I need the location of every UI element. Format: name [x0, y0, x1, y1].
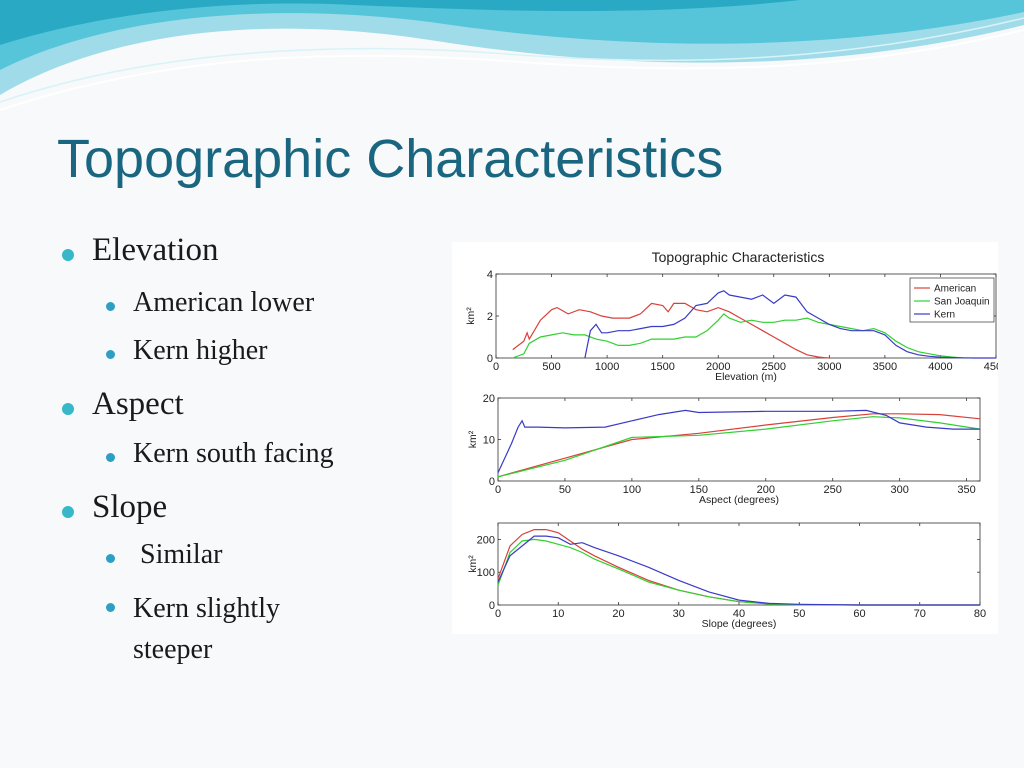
x-tick-label: 10 — [552, 608, 564, 620]
y-tick-label: 4 — [487, 269, 493, 281]
x-tick-label: 0 — [493, 361, 499, 373]
x-tick-label: 30 — [673, 608, 685, 620]
x-tick-label: 20 — [612, 608, 624, 620]
y-axis-label: km² — [465, 307, 477, 325]
series-line-kern — [584, 290, 996, 359]
x-tick-label: 4000 — [928, 361, 952, 373]
y-tick-label: 20 — [483, 393, 495, 405]
series-line-american — [512, 302, 830, 359]
x-tick-label: 200 — [757, 484, 775, 496]
topographic-figure: 050010001500200025003000350040004500024E… — [452, 242, 998, 634]
y-tick-label: 200 — [477, 534, 495, 546]
y-tick-label: 0 — [489, 476, 495, 488]
x-tick-label: 350 — [957, 484, 975, 496]
y-tick-label: 10 — [483, 435, 495, 447]
x-tick-label: 100 — [623, 484, 641, 496]
plot-area-2 — [497, 397, 981, 482]
x-tick-label: 150 — [690, 484, 708, 496]
bullet-dot-icon — [62, 506, 74, 518]
series-line-kern — [497, 535, 980, 606]
y-tick-label: 100 — [477, 567, 495, 579]
x-tick-label: 4500 — [984, 361, 998, 373]
series-line-san-joaquin — [497, 416, 981, 478]
x-axis-label: Slope (degrees) — [702, 618, 777, 630]
bullet-dot-icon — [106, 350, 115, 359]
x-tick-label: 50 — [559, 484, 571, 496]
y-tick-label: 2 — [487, 311, 493, 323]
bullet-dot-icon — [62, 249, 74, 261]
bullet-dot-icon — [106, 302, 115, 311]
y-tick-label: 0 — [489, 600, 495, 612]
y-tick-label: 0 — [487, 353, 493, 365]
header-wave-decoration — [0, 0, 1024, 111]
x-tick-label: 2000 — [706, 361, 730, 373]
x-tick-label: 3000 — [817, 361, 841, 373]
x-axis-label: Aspect (degrees) — [699, 494, 779, 506]
x-tick-label: 40 — [733, 608, 745, 620]
x-tick-label: 0 — [495, 484, 501, 496]
x-tick-label: 70 — [914, 608, 926, 620]
x-axis-label: Elevation (m) — [715, 371, 777, 383]
chart-title: Topographic Characteristics — [652, 249, 825, 265]
series-line-san-joaquin — [512, 313, 963, 359]
x-tick-label: 2500 — [762, 361, 786, 373]
x-tick-label: 500 — [542, 361, 560, 373]
legend-label: San Joaquin — [934, 297, 990, 308]
bullet-dot-icon — [62, 403, 74, 415]
bullet-dot-icon — [106, 453, 115, 462]
legend-box — [909, 277, 995, 323]
legend-label: Kern — [934, 310, 955, 321]
bullet-dot-icon — [106, 554, 115, 563]
x-tick-label: 0 — [495, 608, 501, 620]
x-tick-label: 1500 — [650, 361, 674, 373]
x-tick-label: 3500 — [873, 361, 897, 373]
y-axis-label: km² — [467, 555, 479, 573]
x-tick-label: 80 — [974, 608, 986, 620]
x-tick-label: 1000 — [595, 361, 619, 373]
plot-area-3 — [497, 522, 981, 606]
y-axis-label: km² — [467, 430, 479, 448]
x-tick-label: 60 — [853, 608, 865, 620]
x-tick-label: 250 — [824, 484, 842, 496]
series-line-kern — [497, 409, 980, 473]
x-tick-label: 300 — [890, 484, 908, 496]
topographic-charts: 050010001500200025003000350040004500024E… — [465, 249, 998, 630]
slide-title: Topographic Characteristics — [57, 129, 724, 189]
legend-label: American — [934, 284, 976, 295]
bullet-dot-icon — [106, 603, 115, 612]
x-tick-label: 50 — [793, 608, 805, 620]
